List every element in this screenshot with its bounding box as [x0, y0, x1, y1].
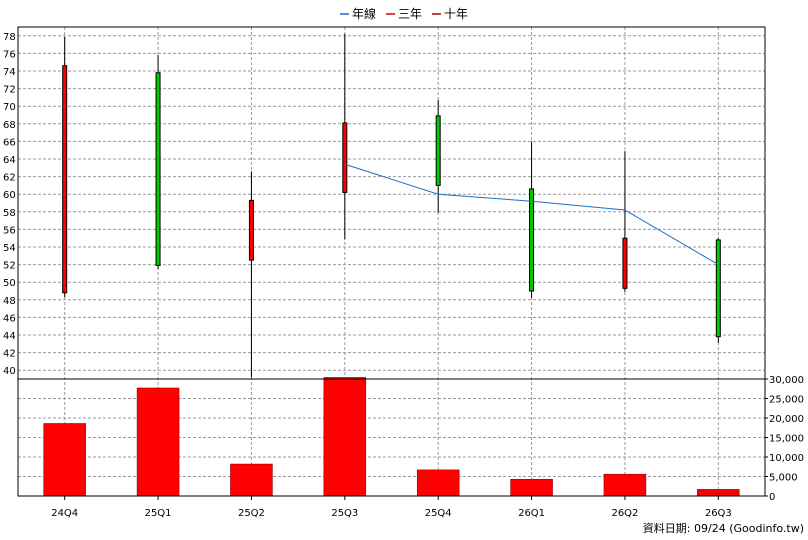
volume-frame: [17, 378, 766, 497]
volume-bar: [323, 377, 367, 497]
legend-label: 十年: [444, 7, 468, 21]
price-tick-label: 72: [3, 85, 16, 96]
price-tick-label: 46: [3, 313, 16, 324]
price-tick-label: 58: [3, 208, 16, 219]
volume-tick-label: 25,000: [769, 395, 804, 406]
volume-tick-label: 15,000: [769, 434, 804, 445]
volume-panel: 0 5,000 10,000 15,000 20,000 25,000 30,000: [17, 375, 804, 503]
volume-tick-label: 5,000: [769, 473, 798, 484]
x-tick-label: 25Q3: [331, 508, 358, 519]
price-tick-label: 40: [3, 366, 16, 377]
price-tick-label: 74: [3, 67, 16, 78]
x-tick-label: 26Q3: [705, 508, 732, 519]
x-axis: 24Q4 25Q1 25Q2 25Q3 25Q4 26Q1 26Q2 26Q3: [51, 496, 732, 519]
volume-tick-label: 0: [769, 492, 775, 503]
legend-label: 三年: [398, 7, 422, 21]
price-tick-label: 50: [3, 278, 16, 289]
price-tick-label: 78: [3, 32, 16, 43]
footer-source: 資料日期: 09/24 (Goodinfo.tw): [643, 521, 804, 535]
price-tick-label: 62: [3, 173, 16, 184]
volume-bar: [136, 387, 180, 497]
price-tick-label: 48: [3, 296, 16, 307]
x-tick-label: 25Q4: [425, 508, 452, 519]
legend-label: 年線: [352, 6, 376, 21]
price-frame: [17, 26, 766, 380]
price-panel: 40 42 44 46 48 50 52 54 56 58 60 62 64 66 68 70 72 74 76 78: [3, 26, 766, 496]
x-tick-label: 26Q2: [611, 508, 638, 519]
x-tick-label: 26Q1: [518, 508, 545, 519]
candle-body: [248, 199, 254, 261]
candle-body: [622, 237, 628, 289]
legend: 年線 三年 十年: [340, 6, 468, 21]
candle-body: [715, 239, 721, 338]
candle-body: [342, 122, 348, 193]
candle-body: [62, 65, 68, 294]
price-tick-label: 64: [3, 155, 16, 166]
candle-body: [435, 115, 441, 186]
price-tick-label: 66: [3, 137, 16, 148]
x-tick-label: 24Q4: [51, 508, 78, 519]
price-tick-label: 70: [3, 102, 16, 113]
price-tick-label: 60: [3, 190, 16, 201]
volume-bar: [416, 469, 460, 497]
price-tick-label: 42: [3, 349, 16, 360]
volume-tick-label: 10,000: [769, 453, 804, 464]
price-tick-label: 54: [3, 243, 16, 254]
x-tick-label: 25Q2: [238, 508, 265, 519]
annual-line: [344, 163, 719, 266]
candle-body: [529, 188, 535, 292]
x-tick-label: 25Q1: [145, 508, 172, 519]
candle-body: [155, 72, 161, 266]
price-tick-label: 76: [3, 49, 16, 60]
price-tick-label: 52: [3, 261, 16, 272]
volume-bar: [510, 478, 553, 497]
price-tick-label: 56: [3, 225, 16, 236]
volume-bar: [603, 473, 647, 497]
price-tick-label: 68: [3, 120, 16, 131]
volume-bar: [230, 463, 273, 497]
volume-bar: [43, 423, 86, 497]
price-tick-label: 44: [3, 331, 16, 342]
volume-bar: [697, 489, 740, 497]
volume-tick-label: 30,000: [769, 375, 804, 386]
volume-tick-label: 20,000: [769, 414, 804, 425]
